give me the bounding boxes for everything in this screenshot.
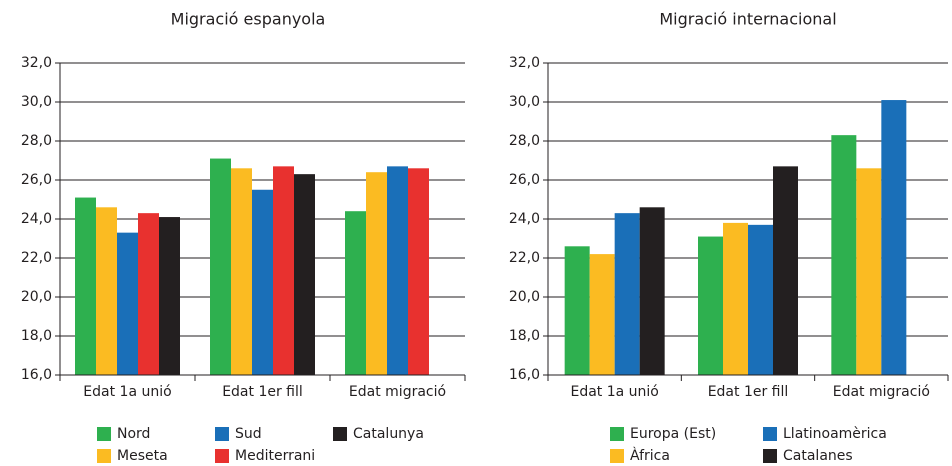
bar <box>159 217 180 375</box>
legend-swatch <box>763 427 777 441</box>
bar <box>252 189 273 375</box>
y-tick-label: 22,0 <box>509 250 540 266</box>
legend-swatch <box>610 449 624 463</box>
y-tick-label: 28,0 <box>509 133 540 149</box>
y-tick-label: 20,0 <box>21 289 52 305</box>
bar <box>96 207 117 375</box>
bar <box>387 166 408 375</box>
legend-swatch <box>215 427 229 441</box>
y-tick-label: 32,0 <box>509 55 540 71</box>
legend-swatch <box>763 449 777 463</box>
x-tick-label: Edat migració <box>349 384 446 400</box>
y-tick-label: 16,0 <box>509 367 540 383</box>
bar <box>856 168 882 375</box>
chart-title: Migració espanyola <box>171 10 326 29</box>
legend-label: Catalunya <box>353 426 424 442</box>
legend-swatch <box>97 449 111 463</box>
y-tick-label: 30,0 <box>509 94 540 110</box>
bar <box>639 207 665 375</box>
y-tick-label: 18,0 <box>21 328 52 344</box>
legend-label: Europa (Est) <box>630 426 716 442</box>
bar <box>723 222 748 375</box>
bar <box>698 236 723 375</box>
y-tick-label: 18,0 <box>509 328 540 344</box>
bar <box>138 213 159 375</box>
legend-label: Àfrica <box>630 447 670 464</box>
bar <box>273 166 294 375</box>
bar <box>773 166 798 375</box>
y-tick-label: 26,0 <box>509 172 540 188</box>
bar <box>614 213 640 375</box>
legend-swatch <box>215 449 229 463</box>
legend-label: Sud <box>235 426 262 442</box>
y-tick-label: 26,0 <box>21 172 52 188</box>
chart-title: Migració internacional <box>659 10 836 29</box>
y-tick-label: 24,0 <box>21 211 52 227</box>
bar <box>589 254 615 375</box>
bar <box>345 211 366 375</box>
bar <box>881 100 907 376</box>
bar <box>831 135 857 375</box>
legend-label: Catalanes <box>783 448 853 464</box>
legend-swatch <box>610 427 624 441</box>
bar <box>564 246 590 375</box>
x-tick-label: Edat 1a unió <box>83 384 171 400</box>
legend-swatch <box>97 427 111 441</box>
bar <box>210 158 231 375</box>
legend-label: Mediterrani <box>235 448 315 464</box>
legend-swatch <box>333 427 347 441</box>
y-tick-label: 16,0 <box>21 367 52 383</box>
y-tick-label: 30,0 <box>21 94 52 110</box>
bar <box>294 174 315 375</box>
bar <box>75 197 96 375</box>
bar <box>748 224 773 375</box>
y-tick-label: 20,0 <box>509 289 540 305</box>
x-tick-label: Edat 1a unió <box>570 384 658 400</box>
bar <box>366 172 387 375</box>
legend-label: Nord <box>117 426 150 442</box>
x-tick-label: Edat 1er fill <box>222 384 303 400</box>
x-tick-label: Edat migració <box>833 384 930 400</box>
bar <box>231 168 252 375</box>
legend-label: Llatinoamèrica <box>783 426 887 442</box>
y-tick-label: 32,0 <box>21 55 52 71</box>
legend-label: Meseta <box>117 448 168 464</box>
x-tick-label: Edat 1er fill <box>708 384 789 400</box>
bar <box>117 232 138 375</box>
bar <box>408 168 429 375</box>
y-tick-label: 28,0 <box>21 133 52 149</box>
y-tick-label: 22,0 <box>21 250 52 266</box>
y-tick-label: 24,0 <box>509 211 540 227</box>
